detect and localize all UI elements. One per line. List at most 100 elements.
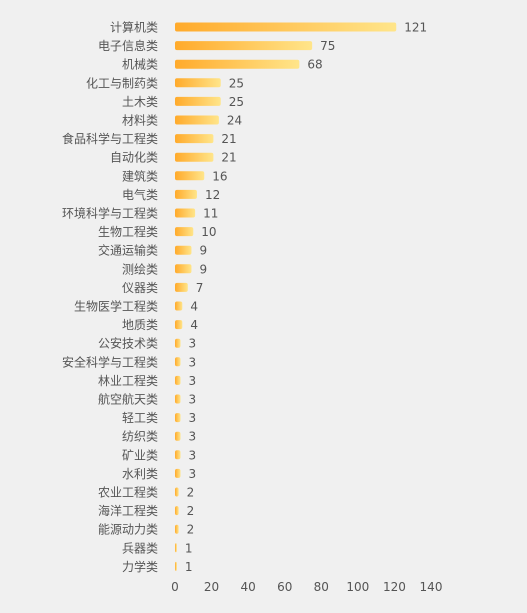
category-label: 材料类: [122, 114, 158, 128]
bar: [175, 302, 182, 311]
category-label: 纺织类: [122, 430, 158, 444]
category-label: 地质类: [122, 318, 158, 332]
category-label: 电子信息类: [98, 38, 158, 53]
category-label: 安全科学与工程类: [62, 354, 158, 369]
value-label: 4: [190, 318, 198, 332]
bar: [175, 283, 188, 292]
category-label: 海洋工程类: [98, 503, 158, 518]
value-label: 3: [188, 411, 196, 425]
value-label: 10: [201, 225, 216, 239]
value-label: 3: [188, 448, 196, 462]
category-label: 轻工类: [122, 411, 158, 425]
bar: [175, 116, 219, 125]
x-tick-label: 120: [383, 580, 406, 594]
category-labels: 计算机类电子信息类机械类化工与制药类土木类材料类食品科学与工程类自动化类建筑类电…: [62, 20, 158, 574]
x-tick-label: 100: [346, 580, 369, 594]
bar: [175, 227, 193, 236]
value-label: 21: [221, 132, 236, 146]
value-label: 12: [205, 188, 220, 202]
value-label: 75: [320, 39, 335, 53]
bar: [175, 506, 179, 515]
bar: [175, 488, 179, 497]
value-label: 24: [227, 114, 242, 128]
bar: [175, 339, 180, 348]
bar: [175, 376, 180, 385]
category-label: 交通运输类: [98, 243, 158, 258]
bar: [175, 543, 177, 552]
bar: [175, 134, 213, 143]
value-labels: 1217568252524212116121110997443333333322…: [185, 21, 427, 574]
value-label: 4: [190, 300, 198, 314]
bar: [175, 171, 204, 180]
value-label: 16: [212, 169, 227, 183]
bar: [175, 395, 180, 404]
category-label: 力学类: [122, 559, 158, 574]
bar: [175, 413, 180, 422]
value-label: 7: [196, 281, 204, 295]
x-tick-label: 80: [314, 580, 329, 594]
category-label: 计算机类: [110, 20, 158, 35]
bar: [175, 209, 195, 218]
value-label: 3: [188, 337, 196, 351]
value-label: 1: [185, 541, 193, 555]
x-axis-ticks: 0 20 40 60 80 100 120 140: [171, 580, 442, 594]
bar: [175, 450, 180, 459]
category-label: 机械类: [122, 57, 158, 72]
value-label: 9: [199, 244, 207, 258]
x-tick-label: 60: [277, 580, 292, 594]
value-label: 25: [229, 95, 244, 109]
value-label: 11: [203, 207, 218, 221]
category-label: 环境科学与工程类: [62, 206, 158, 221]
value-label: 25: [229, 76, 244, 90]
category-label: 水利类: [122, 467, 158, 481]
bar: [175, 264, 191, 273]
category-label: 公安技术类: [98, 336, 158, 351]
bar: [175, 432, 180, 441]
value-label: 68: [307, 58, 322, 72]
bar: [175, 153, 213, 162]
bar: [175, 562, 177, 571]
bar: [175, 60, 299, 69]
bar: [175, 23, 396, 32]
value-label: 3: [188, 374, 196, 388]
value-label: 2: [187, 486, 195, 500]
category-label: 农业工程类: [98, 485, 158, 500]
category-label: 生物工程类: [98, 224, 158, 239]
category-label: 自动化类: [110, 151, 158, 165]
x-tick-label: 20: [204, 580, 219, 594]
category-label: 测绘类: [122, 261, 158, 276]
x-tick-label: 140: [420, 580, 443, 594]
category-label: 林业工程类: [98, 373, 158, 388]
category-label: 兵器类: [122, 541, 158, 555]
bar: [175, 469, 180, 478]
category-label: 食品科学与工程类: [62, 131, 158, 146]
value-label: 21: [221, 151, 236, 165]
value-label: 3: [188, 430, 196, 444]
category-label: 土木类: [122, 95, 158, 109]
x-tick-label: 40: [241, 580, 256, 594]
category-label: 生物医学工程类: [74, 299, 158, 314]
bar: [175, 525, 179, 534]
category-label: 化工与制药类: [86, 76, 158, 90]
value-label: 3: [188, 393, 196, 407]
value-label: 2: [187, 523, 195, 537]
category-label: 矿业类: [122, 448, 158, 462]
value-label: 9: [199, 262, 207, 276]
bar: [175, 190, 197, 199]
bar: [175, 41, 312, 50]
bar: [175, 357, 180, 366]
bar: [175, 97, 221, 106]
bar: [175, 78, 221, 87]
value-label: 2: [187, 504, 195, 518]
value-label: 3: [188, 355, 196, 369]
category-label: 仪器类: [122, 281, 158, 295]
x-tick-label: 0: [171, 580, 179, 594]
value-label: 3: [188, 467, 196, 481]
category-label: 建筑类: [122, 168, 158, 183]
category-label: 能源动力类: [98, 523, 158, 537]
bar: [175, 320, 182, 329]
category-label: 电气类: [122, 187, 158, 202]
value-label: 1: [185, 560, 193, 574]
